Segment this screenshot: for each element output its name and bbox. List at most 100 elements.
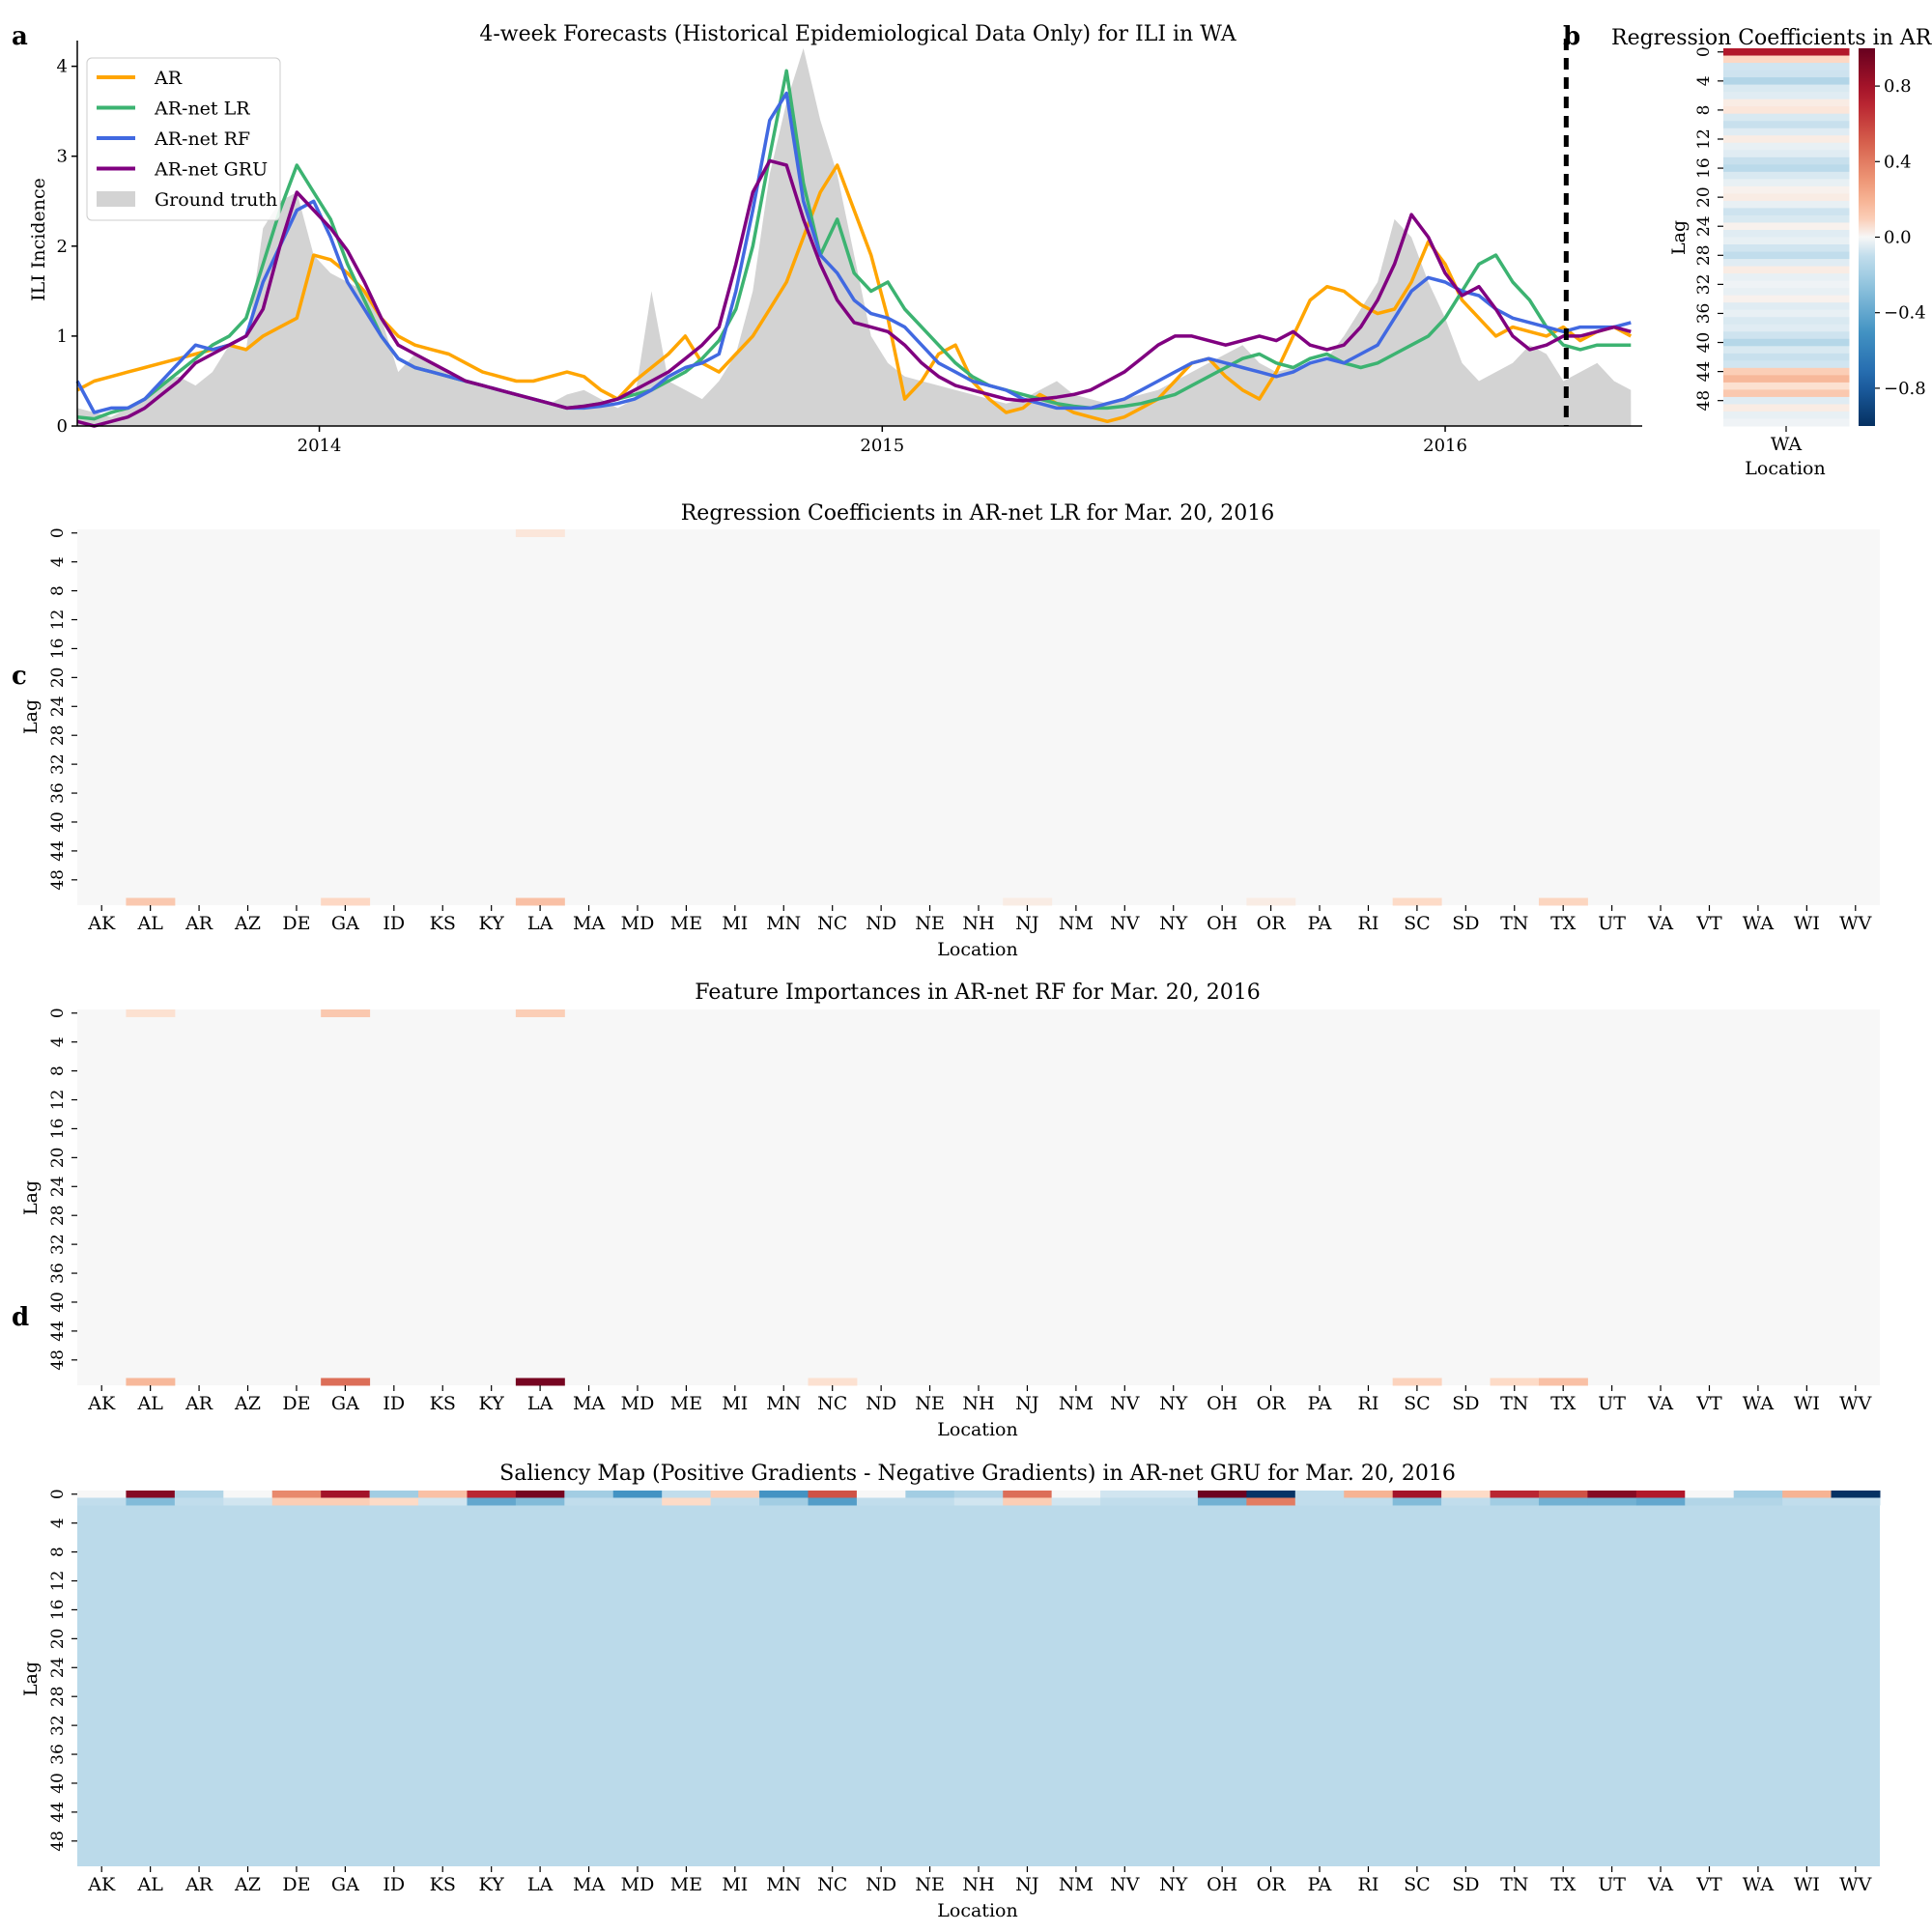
colorbar-tick-label: −0.8 [1884, 379, 1926, 399]
heatmap-cell [515, 529, 565, 537]
heatmap-cell [1723, 128, 1850, 136]
x-tick-label: WV [1839, 1393, 1872, 1414]
heatmap-cell-lag1 [564, 1497, 614, 1506]
x-tick-label: LA [527, 1874, 554, 1895]
heatmap-cell [1723, 171, 1850, 180]
heatmap-cell-lag1 [1685, 1497, 1735, 1506]
ar-coefficient-heatmap: Regression Coefficients in AR Lag Locati… [1611, 26, 1932, 479]
x-tick-label: UT [1598, 1393, 1626, 1414]
heatmap-cell-lag1 [1392, 1497, 1442, 1506]
x-tick-label: AZ [234, 913, 261, 934]
y-tick-label: 36 [48, 1263, 68, 1284]
x-tick-label: MD [621, 913, 655, 934]
heatmap-cell [1723, 382, 1850, 390]
heatmap-cell [1723, 418, 1850, 427]
y-tick-label: 16 [48, 1600, 68, 1621]
x-tick-label: KY [479, 913, 505, 934]
y-tick-label: 24 [1694, 215, 1714, 237]
x-tick-label: SC [1404, 1874, 1431, 1895]
x-tick-label: PA [1308, 913, 1332, 934]
heatmap-cell-lag1 [1490, 1497, 1540, 1506]
x-tick-label: NH [962, 1393, 994, 1414]
legend-swatch [97, 191, 135, 207]
heatmap-cell [1723, 338, 1850, 347]
heatmap-cell-lag0 [905, 1491, 955, 1498]
x-tick-label: RI [1358, 1874, 1379, 1895]
y-tick-label: 40 [48, 1773, 68, 1794]
y-tick-label: 20 [48, 668, 68, 689]
y-tick-label: 28 [48, 1686, 68, 1707]
heatmap-cell [1723, 317, 1850, 326]
heatmap-cell-lag0 [808, 1491, 858, 1498]
heatmap-cell-lag1 [1782, 1497, 1833, 1506]
x-tick-label: VT [1695, 1393, 1722, 1414]
x-tick-label: AK [87, 1393, 116, 1414]
x-tick-label: ID [383, 1874, 405, 1895]
heatmap-cell [1723, 70, 1850, 78]
heatmap-cell [1723, 302, 1850, 311]
x-tick-label: ND [866, 1874, 896, 1895]
x-tick-label: OR [1257, 1393, 1287, 1414]
heatmap-cell-lag0 [1344, 1491, 1394, 1498]
heatmap-cell-lag0 [1782, 1491, 1833, 1498]
heatmap-cell-lag0 [77, 1491, 127, 1498]
x-tick-label: OH [1207, 1393, 1237, 1414]
heatmap-cell-lag0 [1100, 1491, 1151, 1498]
heatmap-cell [1723, 135, 1850, 144]
x-tick-label: GA [331, 913, 359, 934]
heatmap-cell-lag0 [1587, 1491, 1637, 1498]
x-tick-label: TN [1500, 1393, 1528, 1414]
y-tick-label: 0 [1694, 46, 1714, 57]
legend-frame [86, 57, 281, 221]
x-tick-label: MD [621, 1874, 655, 1895]
x-tick-label: VT [1695, 913, 1722, 934]
heatmap-cell-lag0 [515, 1491, 565, 1498]
x-tick-label: MI [722, 913, 748, 934]
x-tick-label: NJ [1015, 1874, 1038, 1895]
x-tick-label: PA [1308, 1393, 1332, 1414]
heatmap-cell [1003, 897, 1053, 906]
chart-b-title: Regression Coefficients in AR [1611, 26, 1932, 50]
heatmap-cell [321, 1009, 371, 1017]
heatmap-cell-lag1 [1294, 1497, 1345, 1506]
x-tick-label: UT [1598, 913, 1626, 934]
x-tick-label: NV [1110, 1874, 1140, 1895]
heatmap-cell-lag0 [1685, 1491, 1735, 1498]
heatmap-cell-lag1 [1831, 1497, 1881, 1506]
y-tick-label: 32 [48, 1234, 68, 1255]
heatmap-cell [1723, 84, 1850, 93]
x-tick-label: MN [766, 1874, 801, 1895]
heatmap-cell-lag1 [418, 1497, 468, 1506]
heatmap-cell [1723, 346, 1850, 355]
y-tick-label: 8 [1694, 104, 1714, 115]
x-tick-label: NM [1059, 1393, 1094, 1414]
x-tick-label: ND [866, 913, 896, 934]
y-tick-label: 28 [48, 724, 68, 746]
y-tick-label: 1 [57, 327, 68, 347]
x-tick-label: LA [527, 1393, 554, 1414]
heatmap-background [77, 529, 1880, 905]
heatmap-cell [1723, 121, 1850, 129]
x-tick-label: WI [1794, 1393, 1820, 1414]
x-tick-label: AL [136, 913, 163, 934]
heatmap-background [77, 1009, 1880, 1385]
heatmap-cell-lag1 [467, 1497, 517, 1506]
heatmap-cell [1723, 309, 1850, 318]
heatmap-cell-lag1 [223, 1497, 273, 1506]
heatmap-cell-lag0 [1051, 1491, 1101, 1498]
y-tick-label: 36 [1694, 303, 1714, 325]
heatmap-cell [1723, 164, 1850, 173]
heatmap-cell [515, 897, 565, 906]
colorbar [1859, 48, 1875, 426]
x-tick-label: LA [527, 913, 554, 934]
colorbar-tick-label: −0.4 [1884, 303, 1926, 324]
heatmap-cell-lag1 [77, 1497, 127, 1506]
x-tick-label: KS [430, 1874, 456, 1895]
heatmap-cell-lag0 [1294, 1491, 1345, 1498]
chart-e-ylabel: Lag [20, 1662, 42, 1696]
heatmap-cell-lag0 [759, 1491, 809, 1498]
x-tick-label: DE [282, 1874, 310, 1895]
y-tick-label: 40 [1694, 332, 1714, 354]
heatmap-background [77, 1491, 1880, 1866]
